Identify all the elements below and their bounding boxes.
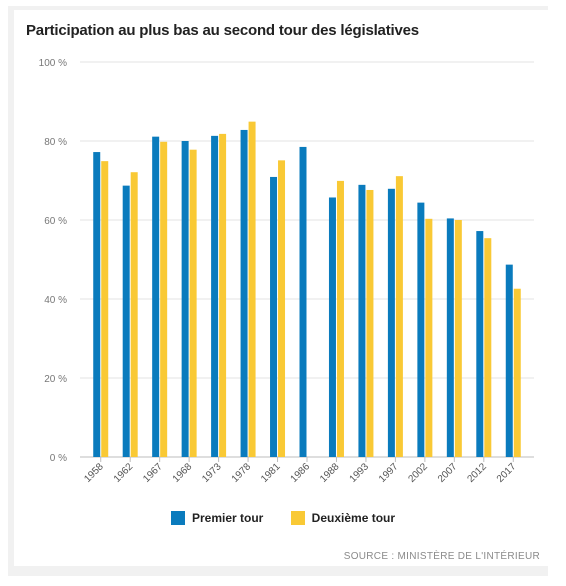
x-tick-label: 1967 [141,461,165,485]
x-tick-label: 1962 [112,461,136,485]
legend-label-deuxieme-tour: Deuxième tour [311,510,396,525]
bar-deuxieme-tour-1958 [101,161,109,457]
bars [93,121,521,458]
x-tick-label: 2007 [436,461,460,485]
bar-premier-tour-2007 [446,218,454,457]
bar-premier-tour-2017 [505,264,513,457]
bar-premier-tour-1988 [328,197,336,458]
legend-item-deuxieme-tour: Deuxième tour [290,510,396,525]
x-tick-label: 1997 [377,461,401,485]
legend-swatch-premier-tour [170,510,185,525]
x-tick-label: 1973 [200,461,224,485]
x-tick-label: 1978 [230,461,254,485]
bar-deuxieme-tour-1993 [366,189,374,458]
bar-premier-tour-1993 [358,184,366,457]
bar-deuxieme-tour-2007 [454,220,462,457]
x-tick-label: 1988 [318,461,342,485]
x-tick-label: 2012 [465,461,489,485]
bar-deuxieme-tour-1968 [189,149,197,457]
chart-title: Participation au plus bas au second tour… [26,22,419,39]
legend-swatch-deuxieme-tour [290,510,305,525]
bar-deuxieme-tour-1988 [336,180,344,457]
x-tick-label: 2002 [406,461,430,485]
bar-premier-tour-1997 [387,188,395,458]
legend: Premier tour Deuxième tour [0,510,566,525]
legend-item-premier-tour: Premier tour [170,510,264,525]
bar-premier-tour-1968 [181,141,189,457]
y-tick-label: 0 % [50,453,67,464]
bar-deuxieme-tour-1962 [130,172,138,457]
y-tick-label: 80 % [44,137,67,148]
y-tick-label: 100 % [39,58,67,69]
x-tick-label: 2017 [495,461,519,485]
bar-deuxieme-tour-1981 [278,160,286,458]
bar-premier-tour-2002 [417,202,425,457]
bar-premier-tour-1967 [152,136,160,457]
x-tick-label: 1968 [171,461,195,485]
x-tick-label: 1981 [259,461,283,485]
x-tick-label: 1986 [289,461,313,485]
bar-chart: 0 % 20 % 40 % 60 % 80 % 100 % 1958 1962 1967 196… [39,58,534,485]
bar-premier-tour-1973 [211,135,219,458]
x-tick-label: 1958 [82,461,106,485]
y-axis-ticks: 0 % 20 % 40 % 60 % 80 % 100 % [39,58,67,464]
bar-deuxieme-tour-1973 [219,133,227,457]
bar-premier-tour-1978 [240,129,248,457]
bar-deuxieme-tour-2012 [484,238,492,457]
bar-premier-tour-1962 [122,185,130,457]
bar-premier-tour-1986 [299,146,307,458]
bar-deuxieme-tour-1997 [395,176,403,457]
legend-label-premier-tour: Premier tour [191,510,264,525]
bar-deuxieme-tour-2017 [513,288,521,457]
bar-deuxieme-tour-1978 [248,121,256,458]
bar-premier-tour-1958 [93,152,101,457]
bar-deuxieme-tour-2002 [425,218,433,457]
bar-premier-tour-2012 [476,231,484,457]
y-tick-label: 40 % [44,295,67,306]
source-note: SOURCE : MINISTÈRE DE L'INTÉRIEUR [343,551,540,562]
x-tick-label: 1993 [348,461,372,485]
y-tick-label: 60 % [44,216,67,227]
y-tick-label: 20 % [44,374,67,385]
x-axis-ticks: 1958 1962 1967 1968 1973 1978 1981 1986 1988 1993… [82,457,519,485]
bar-premier-tour-1981 [270,176,278,457]
bar-deuxieme-tour-1967 [160,141,168,458]
gridlines [80,61,534,458]
